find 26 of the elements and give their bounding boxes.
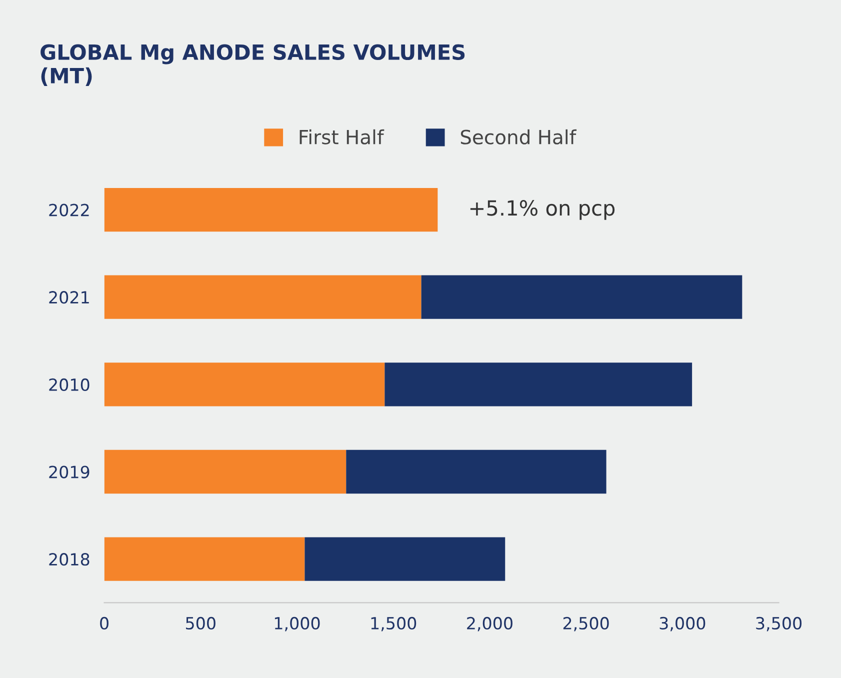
x-tick-label: 500: [186, 616, 216, 630]
x-tick-label: 3,500: [756, 616, 802, 632]
y-tick-label: 2022: [49, 204, 89, 216]
y-tick-label: 2018: [49, 553, 90, 566]
bar: [104, 188, 438, 232]
bar: [384, 362, 692, 406]
bar: [304, 537, 506, 581]
bar: [346, 450, 606, 494]
bar: [421, 275, 742, 319]
bar: [104, 450, 346, 494]
x-tick-label: 0: [100, 616, 108, 630]
legend-label: First Half: [300, 129, 384, 144]
y-tick-label: 2019: [49, 466, 90, 478]
chart-title: GLOBAL Mg ANODE SALES VOLUMES (MT): [40, 44, 465, 86]
bar: [104, 537, 305, 581]
x-tick-label: 1,000: [274, 616, 320, 632]
annotation: +5.1% on pcp: [470, 200, 615, 220]
y-tick-label: 2010: [49, 378, 90, 391]
bar: [104, 362, 385, 406]
x-tick-label: 3,000: [660, 616, 706, 632]
x-tick-label: 1,500: [371, 616, 416, 632]
y-tick-label: 2021: [49, 291, 89, 304]
bar: [104, 275, 422, 319]
x-tick-label: 2,000: [467, 616, 512, 632]
x-tick-label: 2,500: [563, 616, 609, 632]
legend-label: Second Half: [460, 129, 577, 144]
